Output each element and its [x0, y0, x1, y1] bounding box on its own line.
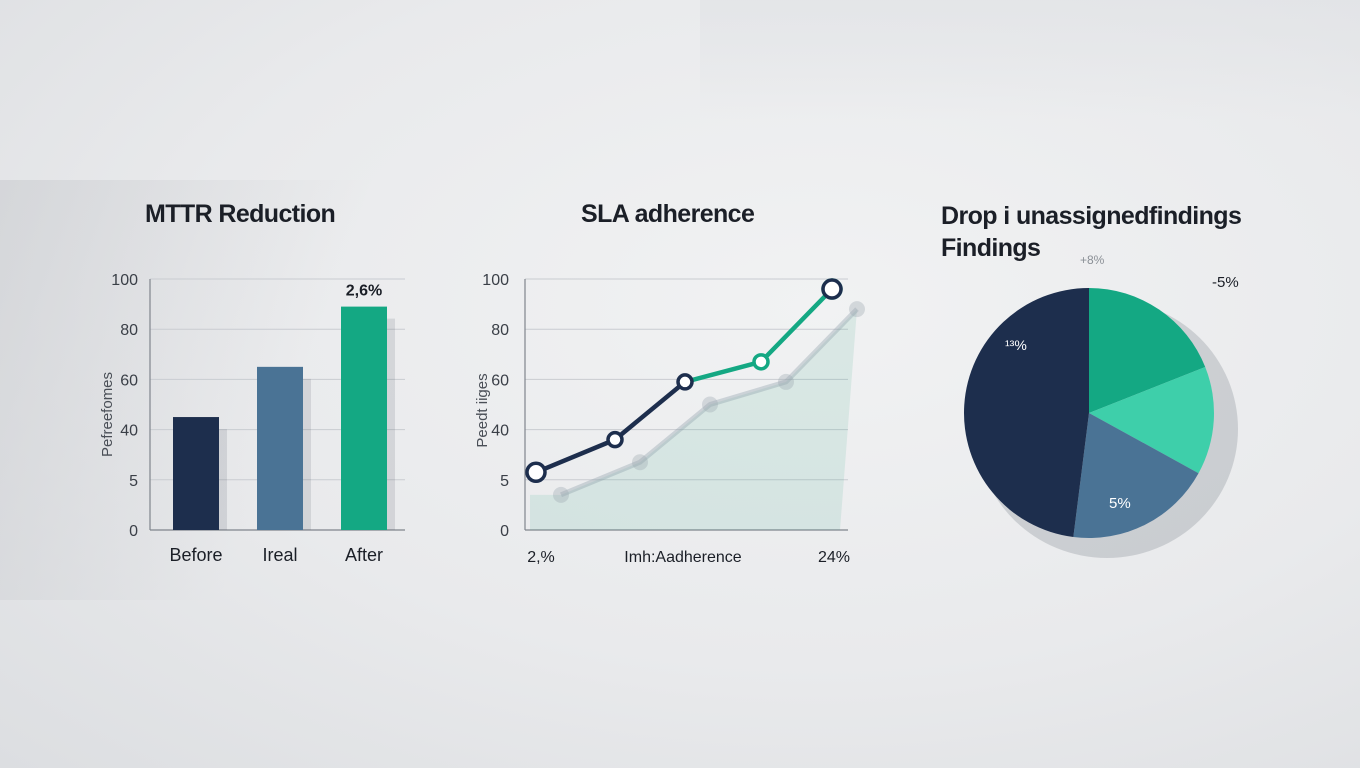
- bar-value-label: 2,6%: [346, 283, 382, 300]
- shadow-point: [849, 301, 865, 318]
- x-category-label: Ireal: [262, 545, 297, 565]
- y-tick-label: 80: [491, 322, 509, 339]
- y-axis-label: Pefreefomes: [99, 372, 116, 457]
- line-point: [752, 353, 770, 371]
- line-segment: [612, 379, 688, 442]
- pie-slice-label: -5%: [1212, 274, 1239, 291]
- bar-after: [341, 306, 387, 530]
- line-point: [676, 373, 694, 391]
- line-segment: [758, 286, 835, 365]
- pie-slice: [1089, 366, 1214, 474]
- x-tick-label: 24%: [818, 549, 850, 566]
- y-tick-label: 60: [120, 372, 138, 389]
- line-point-end: [821, 278, 843, 300]
- y-axis-label: Peedt iiges: [474, 373, 491, 447]
- pie-slice: [1089, 288, 1206, 413]
- line-chart: 100 80 60 40 5 0 Peedt iiges 2,% Imh:Aadherence 2…: [474, 272, 865, 566]
- y-tick-label: 0: [129, 523, 138, 540]
- pie-slice: [1073, 413, 1199, 538]
- pie-slice-label: 5%: [1109, 495, 1131, 512]
- line-segment: [682, 359, 764, 385]
- line-chart-title: SLA adherence: [581, 200, 755, 228]
- pie-chart-title-line-2: Findings: [941, 234, 1041, 262]
- y-tick-label: 100: [482, 272, 509, 289]
- bar-ireal: [257, 366, 303, 530]
- x-tick-label: Imh:Aadherence: [624, 549, 742, 566]
- bar-chart-title: MTTR Reduction: [145, 200, 336, 228]
- pie-slice: [963, 288, 1089, 538]
- shadow-line: [560, 307, 859, 498]
- y-tick-label: 5: [500, 473, 509, 490]
- y-tick-label: 60: [491, 372, 509, 389]
- x-category-label: Before: [169, 545, 222, 565]
- y-tick-label: 0: [500, 523, 509, 540]
- bar-chart: 100 80 60 40 5 0 Pefreefomes Before Ireal After 2,…: [99, 272, 405, 565]
- y-tick-label: 40: [491, 423, 509, 440]
- pie-title-note: +8%: [1080, 253, 1105, 267]
- area-fill: [530, 309, 857, 530]
- y-tick-label: 40: [120, 423, 138, 440]
- line-point: [606, 430, 624, 449]
- shadow-point: [778, 373, 794, 390]
- pie-chart: +8% -5% 5% ¹³%: [963, 253, 1239, 558]
- shadow-point: [702, 396, 718, 413]
- x-tick-label: 2,%: [527, 549, 555, 566]
- y-tick-label: 5: [129, 473, 138, 490]
- line-point: [525, 461, 547, 484]
- y-tick-label: 80: [120, 322, 138, 339]
- line-segment: [533, 437, 618, 475]
- x-category-label: After: [345, 545, 383, 565]
- shadow-point: [632, 454, 648, 471]
- bar-before: [173, 417, 219, 530]
- pie-slice-label: ¹³%: [1005, 337, 1027, 353]
- y-tick-label: 100: [111, 272, 138, 289]
- pie-chart-title-line-1: Drop i unassignedfindings: [941, 202, 1242, 230]
- shadow-point: [553, 486, 569, 503]
- background-shade-top: [700, 0, 1360, 120]
